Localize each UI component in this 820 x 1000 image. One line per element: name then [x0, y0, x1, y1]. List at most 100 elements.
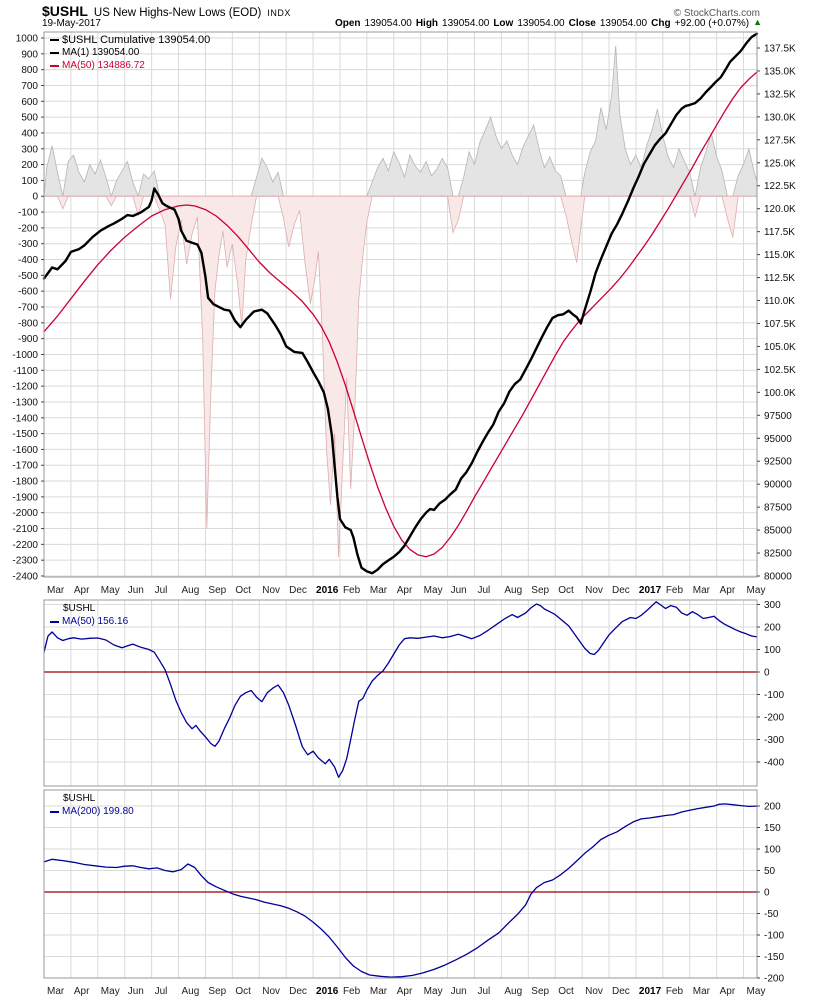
- svg-text:Aug: Aug: [504, 585, 522, 596]
- svg-text:Feb: Feb: [343, 986, 361, 997]
- legend-cumulative: $USHL Cumulative 139054.00: [62, 33, 211, 46]
- copyright-link[interactable]: © StockCharts.com: [673, 8, 760, 19]
- svg-text:Jun: Jun: [451, 585, 467, 596]
- svg-text:125.0K: 125.0K: [764, 158, 796, 169]
- quote-bar: 19-May-2017 Open 139054.00 High 139054.0…: [42, 17, 762, 29]
- svg-text:Dec: Dec: [289, 986, 307, 997]
- svg-text:-400: -400: [18, 255, 38, 266]
- ma1-line-swatch: [50, 51, 59, 54]
- svg-text:May: May: [747, 585, 766, 596]
- svg-text:80000: 80000: [764, 572, 792, 583]
- svg-text:0: 0: [764, 668, 770, 679]
- svg-text:-150: -150: [764, 952, 784, 963]
- panel3-ma200-swatch: [50, 810, 59, 813]
- svg-text:130.0K: 130.0K: [764, 112, 796, 123]
- svg-text:150: 150: [764, 823, 781, 834]
- svg-text:100.0K: 100.0K: [764, 388, 796, 399]
- svg-text:120.0K: 120.0K: [764, 204, 796, 215]
- chg-label: Chg: [651, 18, 671, 29]
- panel3-legend: $USHL MA(200) 199.80: [50, 792, 134, 818]
- svg-text:Oct: Oct: [235, 585, 251, 596]
- exchange-label: INDX: [267, 8, 291, 18]
- panel3-symbol: $USHL: [63, 793, 96, 804]
- svg-text:Mar: Mar: [47, 585, 65, 596]
- low-label: Low: [493, 18, 514, 29]
- svg-text:-2100: -2100: [12, 524, 38, 535]
- svg-text:-2200: -2200: [12, 540, 38, 551]
- svg-text:300: 300: [21, 144, 38, 155]
- high-label: High: [415, 18, 439, 29]
- svg-text:-1500: -1500: [12, 429, 38, 440]
- panel2-legend-ma50: MA(50) 156.16: [62, 616, 129, 627]
- svg-text:110.0K: 110.0K: [764, 296, 795, 307]
- svg-text:82500: 82500: [764, 549, 792, 560]
- svg-text:Jun: Jun: [128, 986, 144, 997]
- svg-text:Feb: Feb: [343, 585, 361, 596]
- up-arrow-icon: ▲: [753, 17, 762, 27]
- svg-text:100: 100: [21, 176, 38, 187]
- svg-text:117.5K: 117.5K: [764, 227, 795, 238]
- svg-text:-2300: -2300: [12, 556, 38, 567]
- svg-text:Apr: Apr: [397, 585, 413, 596]
- legend-ma50: MA(50) 134886.72: [62, 60, 145, 71]
- svg-text:Jul: Jul: [477, 986, 490, 997]
- high-value: 139054.00: [442, 18, 490, 29]
- svg-text:Apr: Apr: [397, 986, 413, 997]
- open-value: 139054.00: [364, 18, 412, 29]
- svg-text:Oct: Oct: [558, 585, 574, 596]
- svg-text:115.0K: 115.0K: [764, 250, 795, 261]
- svg-text:97500: 97500: [764, 411, 792, 422]
- svg-text:Dec: Dec: [612, 585, 630, 596]
- svg-text:87500: 87500: [764, 503, 792, 514]
- svg-text:50: 50: [764, 866, 776, 877]
- svg-text:-700: -700: [18, 303, 38, 314]
- svg-text:-200: -200: [764, 974, 784, 985]
- svg-text:-2000: -2000: [12, 508, 38, 519]
- svg-text:May: May: [424, 585, 443, 596]
- svg-text:Apr: Apr: [74, 585, 90, 596]
- svg-text:700: 700: [21, 81, 38, 92]
- svg-text:Mar: Mar: [693, 585, 711, 596]
- svg-text:2016: 2016: [316, 585, 339, 596]
- svg-text:Nov: Nov: [262, 986, 280, 997]
- svg-text:Nov: Nov: [585, 986, 603, 997]
- svg-text:500: 500: [21, 113, 38, 124]
- svg-text:Feb: Feb: [666, 986, 684, 997]
- close-label: Close: [568, 18, 596, 29]
- svg-text:102.5K: 102.5K: [764, 365, 796, 376]
- svg-text:-100: -100: [18, 208, 38, 219]
- chart-header: $USHL US New Highs-New Lows (EOD) INDX ©…: [42, 3, 760, 19]
- svg-text:Dec: Dec: [612, 986, 630, 997]
- svg-text:300: 300: [764, 600, 781, 611]
- svg-text:-1000: -1000: [12, 350, 38, 361]
- svg-text:Sep: Sep: [208, 585, 226, 596]
- svg-text:-1300: -1300: [12, 397, 38, 408]
- svg-text:Feb: Feb: [666, 585, 684, 596]
- svg-text:-300: -300: [18, 239, 38, 250]
- ma50-line-swatch: [50, 64, 59, 67]
- svg-text:Jul: Jul: [477, 585, 490, 596]
- svg-text:1000: 1000: [16, 34, 39, 45]
- svg-text:Nov: Nov: [262, 585, 280, 596]
- main-legend: $USHL Cumulative 139054.00 MA(1) 139054.…: [50, 33, 210, 72]
- svg-text:-500: -500: [18, 271, 38, 282]
- svg-text:Mar: Mar: [370, 986, 388, 997]
- svg-text:0: 0: [32, 192, 38, 203]
- svg-text:-1900: -1900: [12, 492, 38, 503]
- svg-text:-1400: -1400: [12, 413, 38, 424]
- chart-title: US New Highs-New Lows (EOD): [93, 7, 262, 19]
- svg-text:-1100: -1100: [13, 366, 38, 377]
- svg-text:Jul: Jul: [155, 986, 168, 997]
- svg-text:Nov: Nov: [585, 585, 603, 596]
- svg-text:Aug: Aug: [182, 986, 200, 997]
- svg-text:-1700: -1700: [12, 461, 38, 472]
- svg-text:Apr: Apr: [720, 585, 736, 596]
- chart-date: 19-May-2017: [42, 18, 101, 29]
- svg-text:Oct: Oct: [235, 986, 251, 997]
- svg-text:Dec: Dec: [289, 585, 307, 596]
- svg-text:600: 600: [21, 97, 38, 108]
- svg-text:-800: -800: [18, 318, 38, 329]
- svg-text:100: 100: [764, 645, 781, 656]
- svg-text:100: 100: [764, 845, 781, 856]
- svg-text:2017: 2017: [639, 986, 662, 997]
